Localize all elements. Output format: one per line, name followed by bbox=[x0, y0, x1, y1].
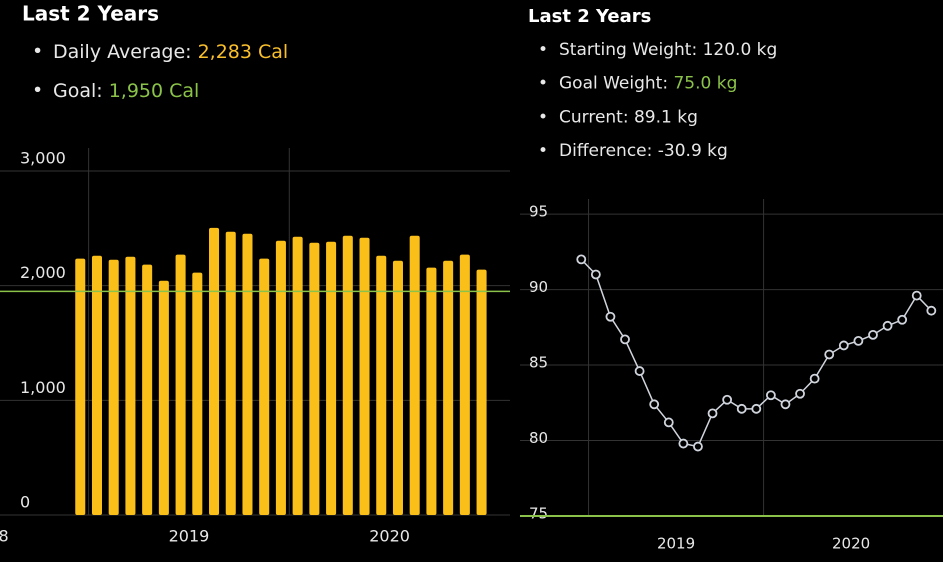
point bbox=[751, 403, 762, 414]
bar bbox=[91, 255, 102, 515]
bar bbox=[392, 260, 403, 515]
summary-label: Goal Weight: bbox=[559, 74, 668, 94]
x-tick-label: 2020 bbox=[832, 535, 870, 553]
point bbox=[620, 334, 630, 345]
point bbox=[795, 388, 805, 399]
point bbox=[693, 441, 703, 452]
point bbox=[926, 305, 937, 316]
x-tick-label: 2020 bbox=[369, 527, 410, 546]
summary-label: Starting Weight: bbox=[559, 40, 697, 60]
point bbox=[809, 373, 820, 384]
point bbox=[722, 394, 733, 405]
summary-value: 120.0 kg bbox=[703, 40, 778, 60]
y-tick-label: 1,000 bbox=[20, 378, 66, 397]
summary-item: Daily Average: 2,283 Cal bbox=[53, 41, 288, 63]
bar bbox=[125, 256, 136, 515]
bullet: • bbox=[538, 74, 548, 94]
bullet: • bbox=[538, 40, 548, 60]
summary-label: Difference: bbox=[559, 141, 652, 161]
bar bbox=[175, 254, 186, 516]
summary-item: Starting Weight: 120.0 kg bbox=[559, 40, 777, 60]
point bbox=[868, 329, 878, 340]
bar bbox=[108, 259, 119, 515]
point bbox=[707, 408, 718, 419]
point bbox=[911, 290, 922, 301]
summary-value: 2,283 Cal bbox=[198, 41, 289, 63]
summary-label: Daily Average: bbox=[53, 41, 192, 63]
bar bbox=[275, 240, 286, 516]
bar bbox=[158, 280, 169, 515]
point bbox=[824, 349, 835, 360]
y-tick-label: 85 bbox=[529, 354, 548, 372]
point bbox=[634, 366, 645, 376]
y-tick-label: 80 bbox=[529, 429, 548, 447]
bar bbox=[192, 272, 203, 515]
panel-title: Last 2 Years bbox=[528, 6, 651, 27]
point bbox=[853, 335, 864, 346]
bullet: • bbox=[538, 141, 548, 161]
y-tick-label: 0 bbox=[20, 493, 30, 512]
y-tick-label: 75 bbox=[529, 505, 548, 523]
bar bbox=[443, 260, 454, 515]
bar bbox=[292, 236, 303, 515]
bar bbox=[376, 255, 387, 515]
point bbox=[678, 438, 689, 449]
point bbox=[663, 417, 674, 428]
panel-title: Last 2 Years bbox=[22, 2, 159, 26]
bar bbox=[409, 235, 420, 515]
point bbox=[780, 399, 791, 410]
weight-line bbox=[580, 258, 932, 448]
bar bbox=[209, 227, 220, 515]
y-tick-label: 3,000 bbox=[20, 148, 66, 167]
point bbox=[882, 320, 893, 331]
point bbox=[590, 269, 601, 280]
point bbox=[765, 390, 776, 401]
point bbox=[838, 340, 849, 351]
bar bbox=[359, 237, 370, 516]
point bbox=[605, 311, 616, 322]
summary-label: Current: bbox=[559, 107, 629, 127]
bar bbox=[309, 242, 320, 515]
summary-value: 1,950 Cal bbox=[109, 80, 200, 102]
y-tick-label: 95 bbox=[529, 203, 548, 221]
point bbox=[736, 403, 747, 414]
y-tick-label: 90 bbox=[529, 278, 548, 296]
summary-value: 75.0 kg bbox=[673, 74, 737, 94]
bar bbox=[225, 231, 236, 516]
x-tick-label: 2019 bbox=[169, 527, 210, 546]
bar bbox=[259, 258, 270, 515]
y-tick-label: 2,000 bbox=[20, 263, 66, 282]
summary-value: -30.9 kg bbox=[658, 141, 728, 161]
bar bbox=[326, 241, 337, 515]
bullet: • bbox=[32, 80, 43, 102]
bar bbox=[242, 233, 253, 515]
x-tick-label: 2018 bbox=[0, 527, 9, 546]
summary-item: Current: 89.1 kg bbox=[559, 107, 698, 127]
bar bbox=[426, 267, 437, 515]
summary-value: 89.1 kg bbox=[634, 107, 698, 127]
bullet: • bbox=[32, 41, 43, 63]
summary-item: Goal: 1,950 Cal bbox=[53, 80, 199, 102]
x-tick-label: 2019 bbox=[657, 535, 695, 553]
bar bbox=[142, 264, 153, 515]
summary-item: Goal Weight: 75.0 kg bbox=[559, 74, 737, 94]
bar bbox=[75, 258, 86, 515]
bar bbox=[342, 235, 353, 515]
point bbox=[576, 254, 587, 265]
point bbox=[897, 314, 908, 325]
bar bbox=[476, 269, 487, 515]
bar bbox=[459, 254, 470, 516]
bullet: • bbox=[538, 107, 548, 127]
point bbox=[649, 399, 660, 410]
summary-item: Difference: -30.9 kg bbox=[559, 141, 728, 161]
summary-label: Goal: bbox=[53, 80, 103, 102]
